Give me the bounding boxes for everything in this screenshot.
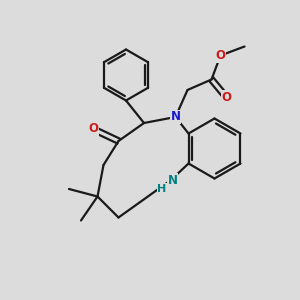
Text: N: N — [170, 110, 181, 124]
Text: O: O — [221, 91, 232, 104]
Text: H: H — [158, 184, 166, 194]
Text: O: O — [215, 49, 226, 62]
Text: O: O — [88, 122, 98, 136]
Text: N: N — [167, 173, 178, 187]
